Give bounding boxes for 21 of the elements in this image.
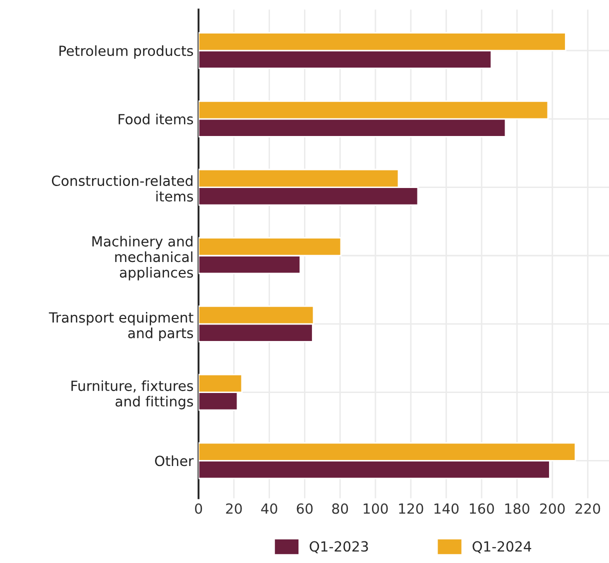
x-tick-label: 60 [296, 503, 313, 514]
x-tick-label: 40 [261, 503, 278, 514]
legend-label: Q1-2024 [472, 541, 532, 554]
y-tick-label: Food items [118, 114, 193, 124]
x-tick-label: 20 [226, 503, 242, 514]
x-tick-label: 120 [399, 503, 424, 514]
x-tick-label: 180 [505, 503, 530, 514]
y-tick-label: Furniture, fixtures and fittings [71, 380, 193, 410]
x-tick-label: 160 [470, 503, 494, 514]
y-tick-label: Machinery and mechanical appliances [92, 236, 193, 280]
x-tick-label: 80 [332, 503, 348, 514]
x-tick-label: 200 [540, 503, 565, 514]
y-tick-label: Other [155, 455, 194, 466]
x-tick-label: 220 [576, 503, 600, 514]
y-tick-label: Petroleum products [59, 45, 193, 59]
y-tick-label: Transport equipment and parts [48, 312, 194, 341]
x-tick-label: 0 [195, 503, 202, 514]
x-tick-label: 140 [434, 503, 459, 514]
legend-label: Q1-2023 [310, 541, 368, 554]
x-tick-label: 100 [364, 503, 388, 514]
y-tick-label: Construction-related items [52, 175, 193, 202]
